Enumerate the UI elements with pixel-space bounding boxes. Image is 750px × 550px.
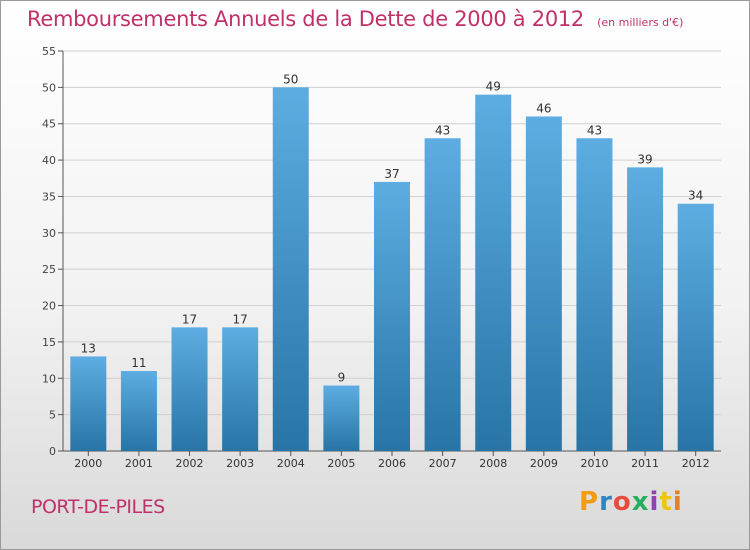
x-tick-label-2008: 2008 — [479, 457, 507, 470]
bar-value-label-2002: 17 — [182, 312, 197, 326]
bar-2009 — [525, 116, 562, 452]
x-tick-label-2001: 2001 — [125, 457, 153, 470]
bar-2005 — [323, 385, 360, 451]
bar-2006 — [374, 181, 410, 451]
bar-2012 — [677, 203, 714, 451]
x-tick-label-2004: 2004 — [277, 457, 305, 470]
logo-letter: o — [612, 487, 632, 517]
chart-title: Remboursements Annuels de la Dette de 20… — [27, 7, 584, 31]
bar-value-label-2003: 17 — [233, 312, 248, 326]
bar-value-label-2005: 9 — [338, 371, 346, 385]
bar-value-label-2000: 13 — [81, 341, 96, 355]
y-tick-label-15: 15 — [42, 336, 56, 349]
y-tick-label-25: 25 — [42, 263, 56, 276]
bar-2004 — [272, 87, 309, 451]
proxiti-logo: Proxiti — [579, 487, 683, 517]
logo-letter: t — [659, 487, 673, 517]
y-tick-label-20: 20 — [42, 300, 56, 313]
y-tick-label-50: 50 — [42, 81, 56, 94]
bar-2011 — [627, 167, 664, 451]
y-tick-label-45: 45 — [42, 118, 56, 131]
bar-value-label-2007: 43 — [435, 123, 450, 137]
x-tick-label-2010: 2010 — [580, 457, 608, 470]
y-tick-label-55: 55 — [42, 45, 56, 58]
logo-letter: r — [599, 487, 613, 517]
chart-subtitle: (en milliers d'€) — [597, 16, 684, 29]
bar-2002 — [171, 327, 208, 451]
bar-value-label-2012: 34 — [688, 189, 703, 203]
logo-letter: x — [631, 487, 650, 517]
y-tick-label-10: 10 — [42, 372, 56, 385]
y-tick-label-40: 40 — [42, 154, 56, 167]
bar-value-label-2004: 50 — [283, 72, 298, 86]
x-tick-label-2012: 2012 — [682, 457, 710, 470]
logo-letter: P — [579, 487, 600, 517]
bar-2008 — [475, 94, 512, 452]
y-tick-label-0: 0 — [49, 445, 56, 458]
x-tick-label-2003: 2003 — [226, 457, 254, 470]
x-tick-label-2007: 2007 — [429, 457, 457, 470]
bar-2003 — [222, 327, 259, 451]
y-tick-label-5: 5 — [49, 409, 56, 422]
bar-2000 — [70, 356, 107, 451]
bar-value-label-2008: 49 — [486, 80, 501, 94]
x-tick-label-2000: 2000 — [74, 457, 102, 470]
x-tick-label-2009: 2009 — [530, 457, 558, 470]
bar-value-label-2010: 43 — [587, 123, 602, 137]
bar-value-label-2009: 46 — [536, 101, 551, 115]
bar-value-label-2001: 11 — [131, 356, 146, 370]
bar-value-label-2011: 39 — [637, 152, 652, 166]
bar-value-label-2006: 37 — [384, 167, 399, 181]
commune-name: PORT-DE-PILES — [31, 496, 165, 518]
y-tick-label-30: 30 — [42, 227, 56, 240]
logo-letter: i — [649, 487, 660, 517]
x-tick-label-2011: 2011 — [631, 457, 659, 470]
x-tick-label-2006: 2006 — [378, 457, 406, 470]
x-tick-label-2005: 2005 — [327, 457, 355, 470]
bar-2010 — [576, 138, 613, 452]
bar-2001 — [120, 371, 157, 451]
y-tick-label-35: 35 — [42, 190, 56, 203]
x-tick-label-2002: 2002 — [176, 457, 204, 470]
bar-2007 — [424, 138, 461, 452]
logo-letter: i — [672, 487, 683, 517]
chart-title-block: Remboursements Annuels de la Dette de 20… — [27, 7, 683, 31]
